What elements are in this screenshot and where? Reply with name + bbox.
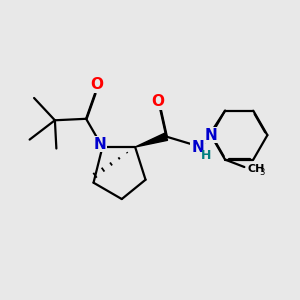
Polygon shape [135, 133, 168, 147]
Text: N: N [94, 136, 106, 152]
Text: N: N [191, 140, 204, 154]
Text: N: N [205, 128, 217, 142]
Text: CH: CH [248, 164, 265, 173]
Text: O: O [90, 77, 103, 92]
Text: 3: 3 [259, 168, 265, 177]
Text: H: H [201, 148, 212, 162]
Text: O: O [151, 94, 164, 109]
